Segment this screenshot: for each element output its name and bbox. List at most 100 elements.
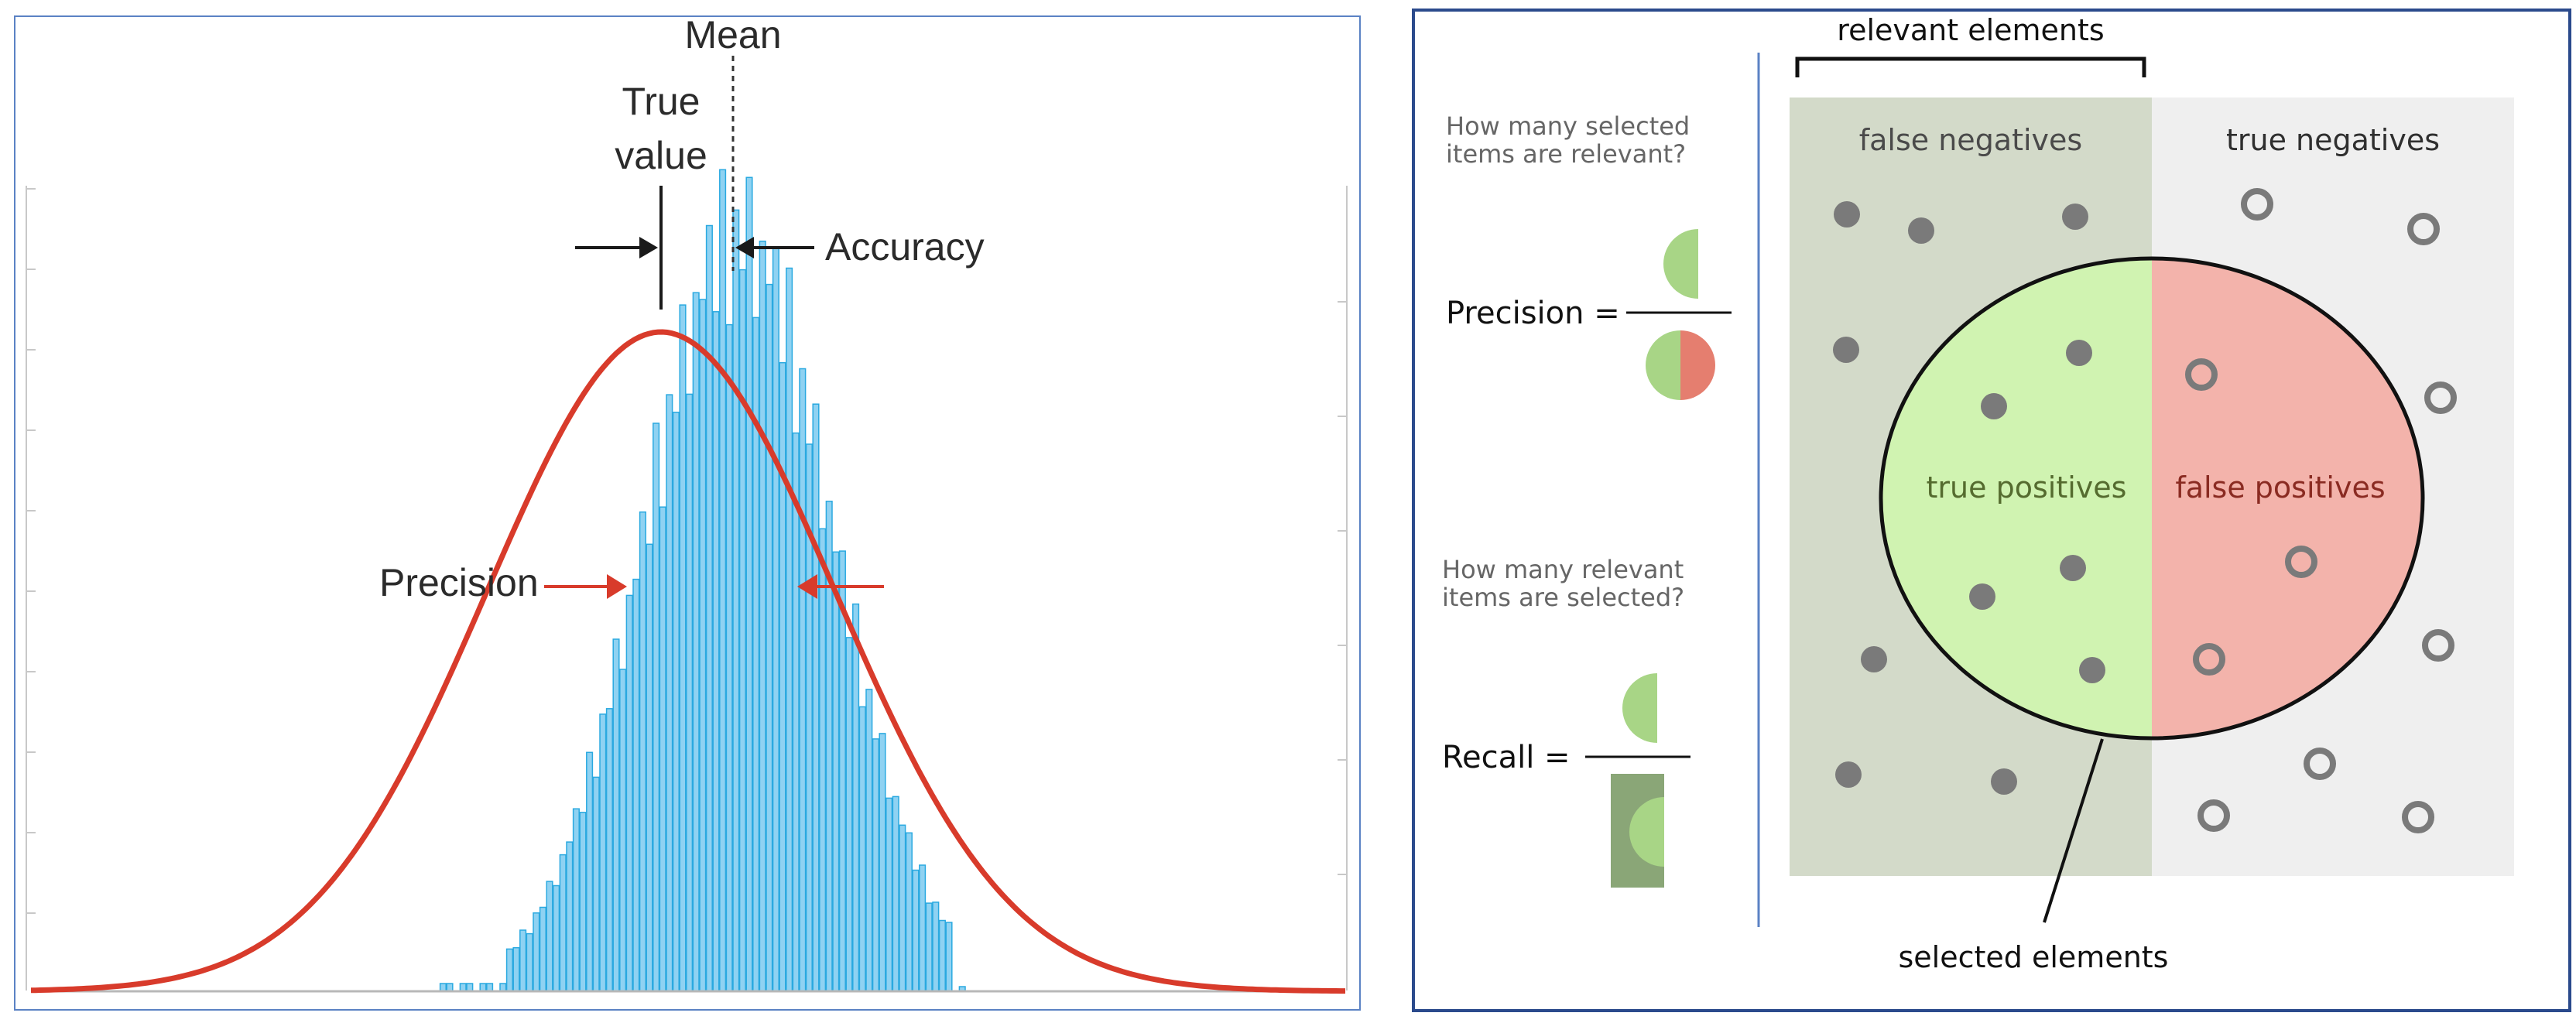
true-negatives-label: true negatives	[2226, 123, 2440, 157]
dot	[1861, 646, 1887, 672]
false-positives-label: false positives	[2175, 470, 2385, 505]
histogram-bar	[919, 864, 927, 992]
precision-numerator-icon	[1663, 229, 1698, 299]
irrelevant-rings	[2185, 188, 2457, 833]
histogram-bar	[786, 267, 793, 992]
histogram-bar	[865, 689, 873, 992]
dot	[2066, 340, 2092, 366]
ring	[2407, 213, 2440, 245]
histogram-bar	[732, 209, 740, 992]
histogram-bar	[712, 311, 720, 992]
histogram-bar	[599, 713, 607, 992]
histogram-bar	[579, 812, 587, 992]
recall-denominator-half-circle	[1629, 797, 1664, 867]
histogram-bar	[892, 795, 899, 992]
precision-arrow-right-head	[797, 574, 817, 599]
dot	[2062, 204, 2088, 230]
histogram-bar	[819, 528, 827, 992]
histogram-bar	[872, 738, 879, 992]
recall-question-line2: items are selected?	[1442, 583, 1684, 612]
histogram-bar	[519, 929, 527, 992]
precision-question-line2: items are relevant?	[1446, 139, 1686, 169]
histogram-bar	[905, 832, 913, 992]
histogram-bar	[639, 511, 646, 992]
histogram-bar	[879, 733, 886, 992]
recall-question-line1: How many relevant	[1442, 555, 1684, 584]
dot	[1991, 768, 2017, 795]
histogram-bar	[725, 323, 733, 992]
accuracy-label: Accuracy	[825, 225, 985, 269]
histogram-bar	[539, 906, 546, 992]
precision-denominator-red	[1680, 330, 1715, 400]
histogram-bar	[646, 543, 653, 992]
histogram-bar	[612, 638, 620, 992]
histogram-bar	[932, 902, 940, 992]
dot	[2079, 657, 2105, 683]
histogram-bar	[912, 869, 920, 992]
histogram-bar	[653, 423, 660, 992]
histogram-bar	[586, 751, 594, 992]
ring	[2193, 643, 2225, 676]
histogram-bar	[553, 884, 560, 992]
histogram-bar	[759, 240, 766, 992]
histogram-bar	[925, 902, 933, 992]
axis-ticks	[26, 188, 1347, 914]
histogram-bar	[899, 824, 906, 992]
precision-formula-label: Precision =	[1446, 296, 1620, 331]
histogram-bar	[945, 922, 953, 992]
histogram-bar	[858, 706, 866, 992]
true-positives-label: true positives	[1927, 470, 2127, 505]
relevant-dots	[1833, 201, 2105, 795]
ring	[2422, 629, 2454, 662]
ring	[2241, 188, 2273, 221]
histogram-bar	[619, 669, 627, 992]
histogram-bar	[745, 176, 753, 992]
accuracy-arrow-left-head	[639, 237, 658, 258]
histogram-bar	[526, 932, 533, 992]
histogram-bar	[766, 283, 773, 992]
histogram-bar	[738, 269, 746, 992]
histogram-bar	[799, 368, 807, 992]
ring	[2402, 801, 2434, 833]
histogram-bar	[533, 912, 540, 992]
histogram-bar	[772, 246, 779, 992]
histogram-bar	[845, 637, 853, 992]
histogram-bar	[672, 412, 680, 992]
precision-denominator-green	[1646, 330, 1680, 400]
recall-formula-label: Recall =	[1442, 740, 1571, 775]
ring	[2185, 358, 2218, 391]
histogram-bar	[605, 708, 613, 992]
precision-label-left: Precision	[379, 561, 539, 604]
histogram-bar	[559, 854, 567, 992]
histogram-bar	[679, 304, 687, 992]
dot	[1908, 217, 1934, 244]
histogram-bar	[686, 393, 694, 992]
histogram-bar	[512, 946, 520, 992]
histogram-bar	[632, 578, 640, 992]
histogram-bar	[792, 432, 800, 992]
relevant-elements-label: relevant elements	[1837, 13, 2104, 47]
precision-arrow-left-head	[607, 574, 627, 599]
histogram-bar	[938, 919, 946, 992]
ring	[2304, 748, 2336, 780]
false-negatives-label: false negatives	[1859, 123, 2082, 157]
histogram	[439, 169, 966, 992]
histogram-bar	[659, 506, 666, 992]
selected-elements-label: selected elements	[1899, 940, 2169, 974]
ring	[2424, 381, 2457, 414]
accuracy-arrow-right-head	[735, 237, 754, 258]
histogram-bar	[692, 292, 700, 992]
dot	[1834, 201, 1860, 228]
histogram-bar	[666, 394, 673, 992]
histogram-bar	[812, 403, 820, 992]
histogram-bar	[832, 551, 840, 992]
true-value-label-line1: True	[622, 80, 701, 123]
relevant-bracket	[1795, 56, 2146, 77]
histogram-bar	[572, 808, 580, 992]
histogram-bar	[779, 361, 786, 992]
histogram-bar	[505, 948, 513, 992]
recall-numerator-icon	[1622, 673, 1657, 743]
dot	[1833, 337, 1859, 363]
dot	[1981, 393, 2007, 419]
